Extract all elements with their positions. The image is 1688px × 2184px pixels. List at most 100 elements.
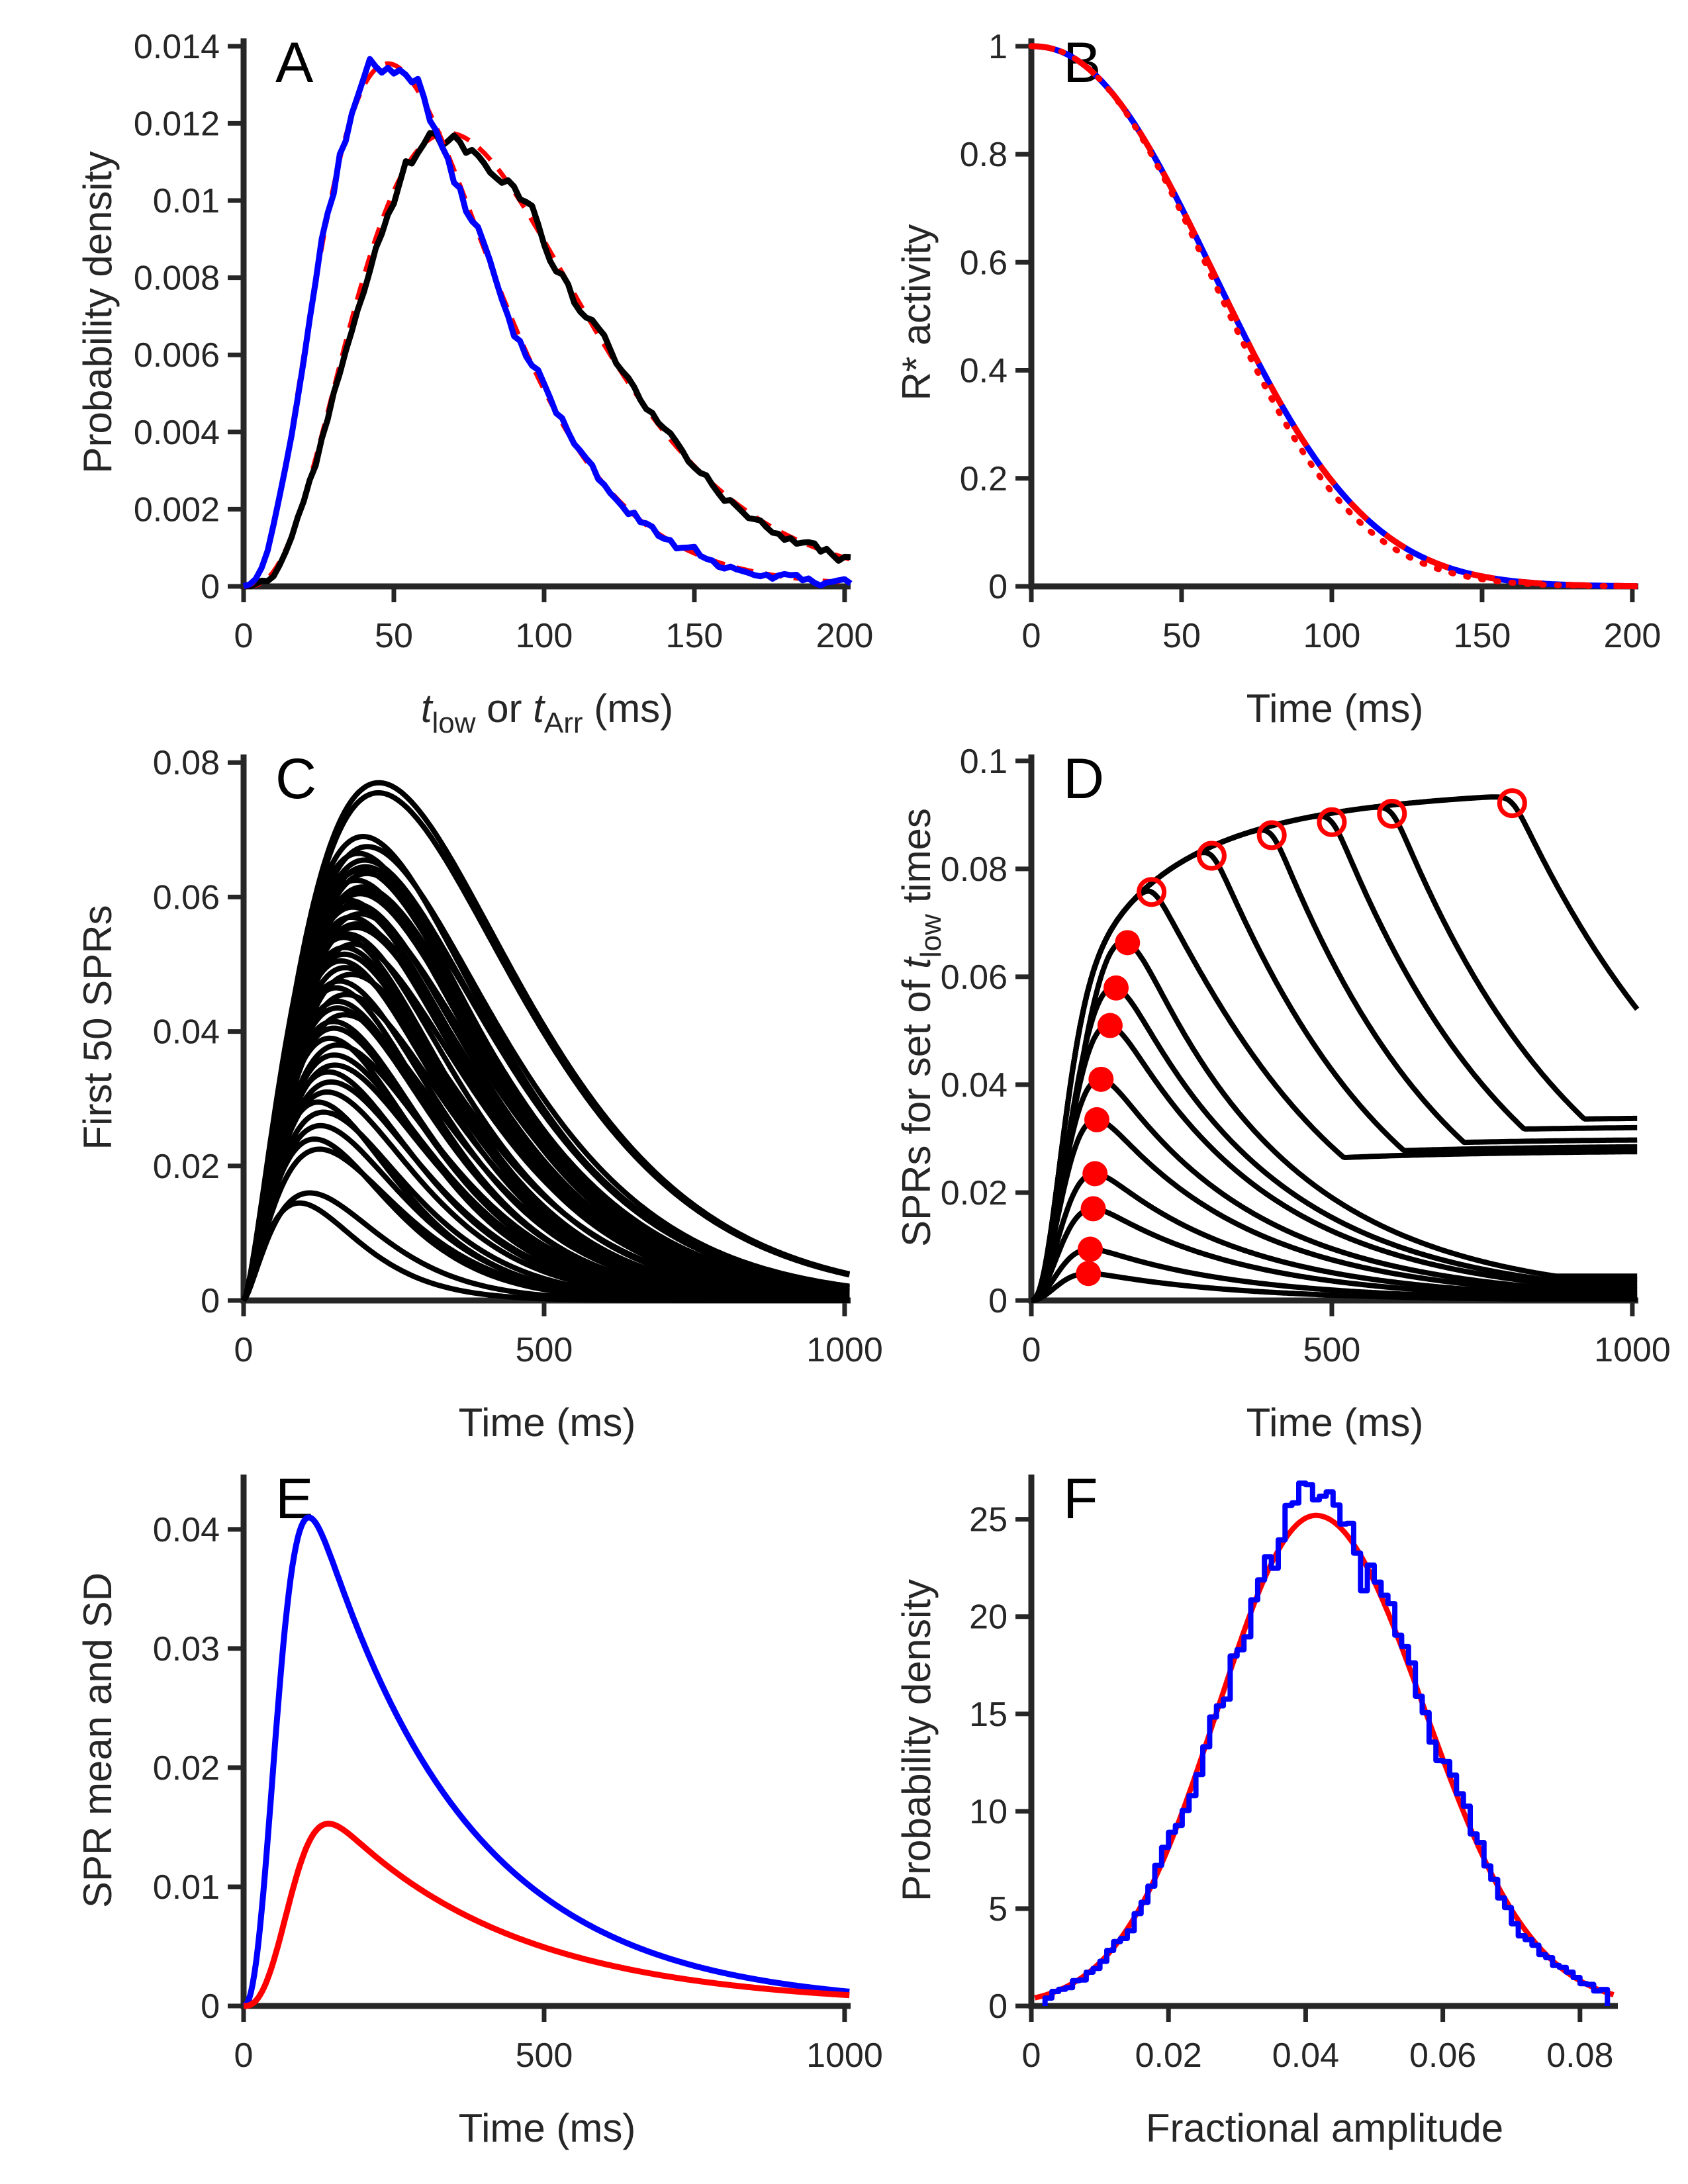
y-tick-label: 0.2 bbox=[960, 460, 1008, 498]
y-tick-label: 0.04 bbox=[153, 1511, 220, 1549]
t-low-peak-marker-open bbox=[1317, 807, 1347, 837]
axes-e: 0 500 1000 0 0.01 0.02 0.03 0.04 bbox=[153, 1475, 883, 2075]
x-axis-label-e: Time (ms) bbox=[459, 2106, 636, 2150]
y-tick-label: 0.06 bbox=[153, 878, 220, 917]
y-axis-label-e: SPR mean and SD bbox=[75, 1572, 120, 1908]
x-axis-label-f: Fractional amplitude bbox=[1146, 2106, 1503, 2150]
y-tick-label: 0.02 bbox=[153, 1749, 220, 1788]
x-tick-label: 100 bbox=[1303, 617, 1361, 655]
t-low-peak-marker-open bbox=[1196, 841, 1227, 871]
y-tick-label: 0.8 bbox=[960, 136, 1008, 174]
y-tick-label: 0.006 bbox=[134, 336, 220, 375]
y-tick-label: 1 bbox=[988, 28, 1008, 66]
t-low-peak-marker-filled bbox=[1076, 1261, 1102, 1287]
y-tick-label: 15 bbox=[969, 1696, 1008, 1734]
x-tick-label: 0.02 bbox=[1135, 2036, 1202, 2075]
y-tick-label: 0.08 bbox=[941, 850, 1008, 889]
axes-a: 0 50 100 150 200 0 0.002 0.004 0.006 0.008 0.01 0.0… bbox=[134, 28, 873, 655]
curve-tlow-family bbox=[1030, 1023, 1638, 1303]
curve-r-star-fit-dashed bbox=[1031, 43, 1638, 590]
t-low-peak-marker-filled bbox=[1077, 1236, 1103, 1262]
series-group-a bbox=[242, 56, 853, 590]
series-group-e bbox=[242, 1514, 851, 2009]
t-low-peak-marker-filled bbox=[1088, 1066, 1114, 1092]
x-axis-label-a: tlow or tArr (ms) bbox=[421, 686, 673, 739]
t-low-peak-marker-filled bbox=[1115, 930, 1141, 956]
t-low-peak-marker-filled bbox=[1097, 1013, 1123, 1038]
series-group-b bbox=[1028, 43, 1640, 590]
y-tick-label: 0.1 bbox=[960, 743, 1008, 781]
x-axis-label-b: Time (ms) bbox=[1246, 686, 1424, 731]
curve-t-low-fit bbox=[243, 61, 850, 589]
y-tick-label: 0.04 bbox=[153, 1013, 220, 1052]
curve-tlow-family bbox=[1030, 804, 1638, 1303]
y-tick-label: 0.008 bbox=[134, 259, 220, 298]
t-low-peak-marker-open bbox=[1377, 798, 1407, 829]
y-tick-label: 0.6 bbox=[960, 244, 1008, 282]
y-tick-label: 5 bbox=[988, 1890, 1008, 1929]
x-axis-label-d: Time (ms) bbox=[1246, 1400, 1424, 1445]
x-tick-label: 1000 bbox=[1594, 1331, 1671, 1369]
x-tick-label: 0 bbox=[234, 1331, 254, 1369]
x-tick-label: 0 bbox=[234, 2036, 254, 2075]
x-tick-label: 50 bbox=[1162, 617, 1201, 655]
t-low-peak-marker-filled bbox=[1082, 1161, 1108, 1187]
panel-a: 0 50 100 150 200 0 0.002 0.004 0.006 0.008 0.01 0.0… bbox=[75, 28, 873, 739]
y-tick-label: 0 bbox=[201, 568, 220, 606]
panel-c: 0 500 1000 0 0.02 0.04 0.06 0.08 Time (ms) First … bbox=[75, 744, 883, 1445]
y-axis-label-c: First 50 SPRs bbox=[75, 905, 120, 1150]
t-low-peak-marker-filled bbox=[1080, 1196, 1106, 1222]
series-group-f bbox=[1034, 1480, 1615, 2006]
y-tick-label: 0.014 bbox=[134, 28, 220, 66]
panel-b: 0 50 100 150 200 0 0.2 0.4 0.6 0.8 1 Time (ms) R* ac… bbox=[894, 28, 1661, 731]
x-tick-label: 500 bbox=[1303, 1331, 1361, 1369]
axes-b: 0 50 100 150 200 0 0.2 0.4 0.6 0.8 1 bbox=[960, 28, 1662, 655]
panel-letter-e: E bbox=[275, 1467, 313, 1531]
y-tick-label: 0.02 bbox=[941, 1174, 1008, 1212]
y-tick-label: 0.012 bbox=[134, 105, 220, 143]
panel-letter-a: A bbox=[275, 31, 314, 95]
x-tick-label: 200 bbox=[1604, 617, 1662, 655]
y-tick-label: 0.01 bbox=[153, 1868, 220, 1907]
x-tick-label: 0.06 bbox=[1409, 2036, 1476, 2075]
curve-r-star-simulated bbox=[1031, 43, 1638, 590]
x-tick-label: 0 bbox=[1022, 2036, 1041, 2075]
x-tick-label: 200 bbox=[816, 617, 874, 655]
y-tick-label: 0 bbox=[988, 1987, 1008, 2026]
x-tick-label: 1000 bbox=[806, 2036, 883, 2075]
curve-tlow-family bbox=[1030, 1076, 1638, 1303]
axes-d: 0 500 1000 0 0.02 0.04 0.06 0.08 0.1 bbox=[941, 743, 1671, 1369]
y-tick-label: 0.08 bbox=[153, 744, 220, 782]
curve-t-low-histogram-trace bbox=[242, 56, 853, 589]
t-low-peak-marker-open bbox=[1137, 877, 1167, 907]
y-tick-label: 0.06 bbox=[941, 958, 1008, 997]
x-tick-label: 1000 bbox=[806, 1331, 883, 1369]
panel-letter-f: F bbox=[1063, 1467, 1098, 1531]
curve-amplitude-histogram bbox=[1042, 1480, 1611, 2006]
x-tick-label: 150 bbox=[1454, 617, 1511, 655]
y-axis-label-b: R* activity bbox=[894, 224, 939, 401]
x-tick-label: 150 bbox=[666, 617, 724, 655]
panel-e: 0 500 1000 0 0.01 0.02 0.03 0.04 Time (ms) SPR me… bbox=[75, 1467, 883, 2150]
curve-spr-mean bbox=[242, 1514, 851, 2009]
x-tick-label: 100 bbox=[516, 617, 573, 655]
curve-spr-family bbox=[241, 1200, 850, 1303]
y-tick-label: 0.002 bbox=[134, 490, 220, 529]
curve-spr-family bbox=[241, 1012, 850, 1302]
curve-spr-sd bbox=[242, 1821, 851, 2009]
t-low-peak-marker-filled bbox=[1084, 1107, 1109, 1132]
y-axis-label-d: SPRs for set of tlow times bbox=[894, 808, 947, 1247]
y-axis-label-a: Probability density bbox=[75, 152, 120, 474]
x-tick-label: 0 bbox=[1022, 1331, 1041, 1369]
panel-f: 0 0.02 0.04 0.06 0.08 0 5 10 15 20 25 Fractional am… bbox=[894, 1467, 1618, 2150]
y-axis-label-f: Probability density bbox=[894, 1579, 939, 1901]
y-tick-label: 0 bbox=[988, 1282, 1008, 1320]
panel-d: 0 500 1000 0 0.02 0.04 0.06 0.08 0.1 Time (ms) SPR… bbox=[894, 743, 1671, 1445]
curve-spr-family bbox=[241, 790, 851, 1302]
y-tick-label: 0.04 bbox=[941, 1066, 1008, 1105]
series-group-c bbox=[241, 780, 851, 1303]
y-tick-label: 0.004 bbox=[134, 414, 220, 452]
curve-tlow-family bbox=[1030, 1116, 1638, 1303]
